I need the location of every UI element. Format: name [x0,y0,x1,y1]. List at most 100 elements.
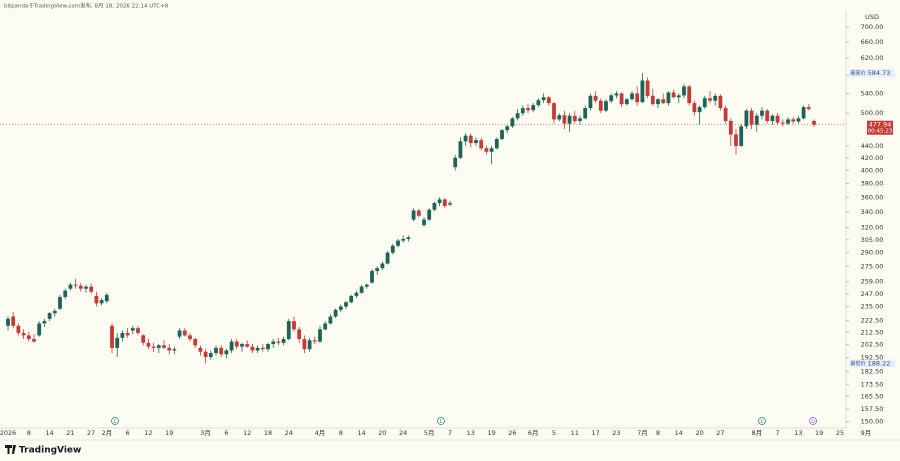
candle-body [775,115,780,123]
y-tick-label: 247.00 [861,290,884,298]
candle-body [359,286,364,293]
y-tick-label: 157.50 [861,405,884,413]
candle-body [26,335,31,340]
y-tick-label: 150.00 [861,418,884,426]
candle-body [614,93,619,96]
candle-body [505,126,510,131]
candle-body [73,284,78,286]
x-tick-label: 19 [815,429,823,437]
candle-body [323,323,328,330]
y-tick-label: 182.50 [861,367,884,375]
x-tick-label: 3月 [200,429,211,437]
price-marker-label: 最低价 [850,360,865,367]
candle-body [172,349,177,351]
candle-body [396,240,400,246]
candle-body [385,252,390,264]
x-tick-label: 8月 [751,429,762,437]
candle-body [640,80,645,103]
candle-body [484,148,489,152]
candle-body [682,86,686,96]
candle-body [562,115,567,124]
candle-body [754,115,759,125]
candle-body [760,110,764,116]
y-tick-label: 202.50 [861,341,884,349]
candle-body [84,286,88,289]
candle-body [656,99,660,105]
x-tick-label: 19 [165,429,173,437]
candle-body [598,100,603,111]
candle-body [734,134,738,146]
y-tick-label: 259.00 [861,278,884,286]
x-tick-label: 7 [448,429,452,437]
candle-body [541,97,546,101]
last-price-countdown: 00:45:23 [868,129,893,135]
candle-body [156,345,161,348]
x-tick-label: 8 [339,429,343,437]
candle-body [104,294,109,302]
candle-body [635,93,640,103]
candle-body [292,321,296,330]
candle-body [739,126,744,146]
candle-body [806,107,811,110]
candle-body [297,329,302,340]
header-text: bitpanda于TradingView.com发布, 8月 18, 2026 … [4,2,169,10]
candle-body [94,295,99,304]
candle-body [432,203,437,210]
candle-body [375,268,380,272]
x-tick-label: 20 [378,429,386,437]
candle-body [619,93,624,105]
x-tick-label: 26 [508,429,516,437]
y-tick-label: 380.00 [861,179,884,187]
price-marker-value: 188.22 [868,359,891,367]
candle-body [47,313,52,319]
candle-body [276,341,281,343]
candle-body [578,118,582,121]
x-tick-label: 12 [243,429,251,437]
candle-body [162,345,166,348]
logo-icon [5,445,16,454]
candle-body [536,100,541,106]
candle-body [224,350,229,355]
y-tick-label: 500.00 [861,109,884,117]
x-tick-label: 9月 [861,429,872,437]
x-tick-label: 18 [264,429,272,437]
y-tick-label: 212.50 [861,328,884,336]
x-tick-label: 20 [695,429,703,437]
x-tick-label: 14 [45,429,53,437]
y-tick-label: 192.50 [861,354,884,362]
candle-body [89,286,94,292]
candle-body [588,95,593,109]
candle-body [370,271,374,283]
candle-body [526,108,530,111]
x-tick-label: 14 [357,429,365,437]
y-tick-label: 660.00 [861,38,884,46]
candle-body [110,325,114,348]
candle-body [666,92,671,104]
candle-body [723,108,728,121]
candle-body [390,245,395,253]
candle-body [198,347,203,352]
x-tick-label: 5月 [424,429,435,437]
y-tick-label: 290.00 [861,249,884,257]
candle-body [453,157,458,168]
candle-body [177,330,182,337]
candle-body [630,93,634,100]
candle-body [728,120,733,135]
candle-body [442,199,447,207]
event-marker [758,417,766,425]
candle-body [255,347,260,351]
candle-body [16,325,21,333]
candle-body [58,296,62,309]
candle-body [141,335,146,343]
candle-body [812,120,816,125]
candle-body [780,122,785,124]
candle-body [136,328,140,333]
candle-body [770,115,775,121]
candle-body [354,292,359,296]
candle-body [463,135,468,142]
candle-body [546,97,551,104]
price-marker-box [849,69,895,78]
x-tick-label: 4月 [315,429,326,437]
candle-body [193,339,198,346]
